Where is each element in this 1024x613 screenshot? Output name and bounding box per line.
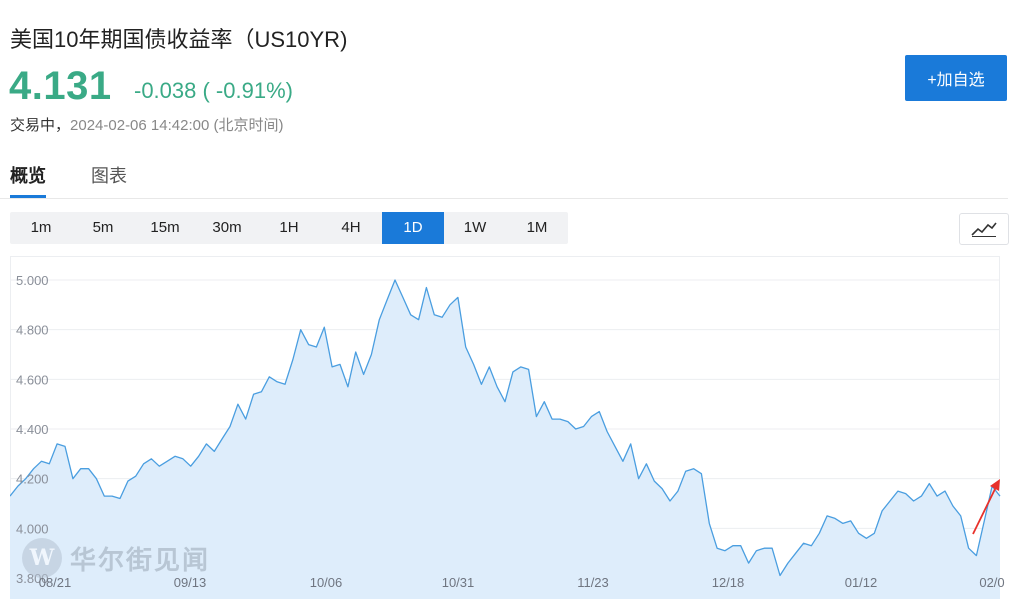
x-tick-label: 08/21 [39, 575, 72, 590]
x-tick-label: 11/23 [577, 575, 609, 590]
period-1mo[interactable]: 1M [526, 219, 548, 236]
period-30m[interactable]: 30m [212, 219, 242, 236]
watermark-text: 华尔街见闻 [70, 545, 211, 576]
chart-svg: 5.0004.8004.6004.4004.2004.0003.80008/21… [10, 256, 1005, 599]
period-1d[interactable]: 1D [382, 212, 444, 244]
line-chart-icon [971, 222, 997, 237]
y-tick-label: 4.200 [16, 472, 49, 487]
yield-change: -0.038 ( -0.91%) [134, 78, 293, 103]
period-1w[interactable]: 1W [463, 219, 487, 236]
active-tab-indicator [10, 195, 46, 198]
period-5m[interactable]: 5m [92, 219, 114, 236]
period-1h[interactable]: 1H [279, 219, 299, 236]
series-line [10, 279, 1001, 577]
chart-type-button[interactable] [959, 213, 1009, 245]
trading-status-label: 交易中， [10, 117, 71, 134]
tab-overview[interactable]: 概览 [10, 166, 46, 186]
x-tick-label: 10/31 [442, 575, 475, 590]
area-fill [10, 280, 1000, 599]
tab-bar: 概览 图表 [0, 158, 1008, 199]
y-tick-label: 4.000 [16, 521, 49, 536]
period-1m[interactable]: 1m [30, 219, 52, 236]
x-tick-label: 02/0 [979, 575, 1004, 590]
y-tick-label: 4.800 [16, 323, 49, 338]
yield-chart[interactable]: 5.000 4.800 4.600 4.400 4.200 4.000 3.800 08/21… [10, 256, 1008, 601]
period-selector: 1m 5m 15m 30m 1H 4H 1D 1W 1M [10, 212, 568, 244]
annotation-arrow-head [990, 479, 1000, 491]
x-tick-label: 12/18 [712, 575, 745, 590]
current-yield: 4.131 [9, 64, 112, 108]
tab-chart[interactable]: 图表 [91, 166, 127, 186]
watermark-logo: W [22, 538, 62, 578]
x-tick-label: 01/12 [845, 575, 878, 590]
x-tick-label: 09/13 [174, 575, 207, 590]
trading-status: 交易中，2024-02-06 14:42:00 (北京时间) [10, 114, 283, 135]
annotation-arrow-shaft [972, 484, 998, 535]
y-tick-label: 4.400 [16, 422, 49, 437]
watermark: W 华尔街见闻 [22, 538, 210, 578]
y-tick-label: 4.600 [16, 372, 49, 387]
period-4h[interactable]: 4H [341, 219, 361, 236]
trading-timestamp: 2024-02-06 14:42:00 (北京时间) [70, 117, 284, 134]
x-tick-label: 10/06 [310, 575, 343, 590]
y-tick-label: 5.000 [16, 273, 49, 288]
period-15m[interactable]: 15m [150, 219, 180, 236]
add-to-watchlist-button[interactable]: +加自选 [905, 55, 1007, 101]
page-title: 美国10年期国债收益率（US10YR) [10, 27, 348, 52]
